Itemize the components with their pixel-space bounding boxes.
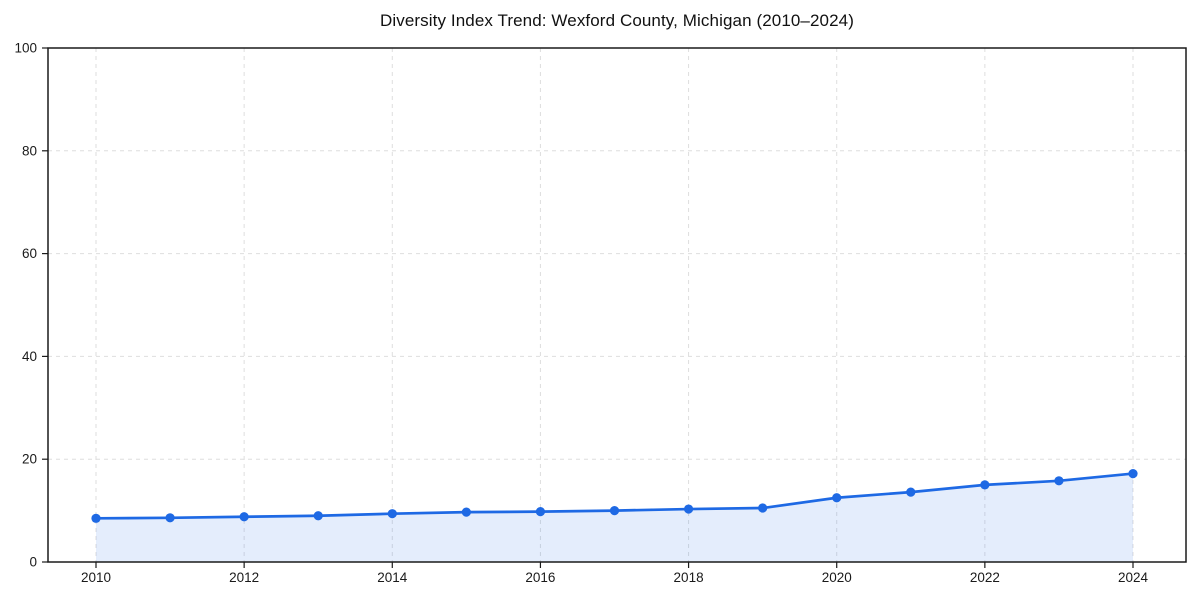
y-axis-tick-label: 0	[29, 555, 37, 570]
data-point	[91, 513, 101, 523]
x-axis-tick-label: 2022	[970, 570, 1000, 585]
data-point	[980, 480, 990, 490]
x-axis-tick-label: 2010	[81, 570, 111, 585]
data-point	[758, 503, 768, 513]
x-axis-tick-label: 2014	[377, 570, 408, 585]
data-point	[165, 513, 175, 523]
y-axis-tick-label: 40	[22, 349, 37, 364]
data-point	[239, 512, 249, 522]
y-axis-tick-label: 80	[22, 143, 37, 158]
data-point	[461, 507, 471, 517]
y-axis-tick-label: 60	[22, 246, 37, 261]
x-axis-tick-label: 2020	[822, 570, 852, 585]
data-point	[683, 504, 694, 514]
data-point	[535, 507, 546, 517]
plot-border	[47, 47, 1187, 563]
data-point	[609, 506, 620, 516]
data-point	[1054, 476, 1064, 486]
y-axis-tick-label: 20	[22, 452, 37, 467]
data-point	[906, 487, 916, 497]
x-axis-tick-label: 2018	[674, 570, 704, 585]
data-point	[313, 511, 323, 521]
x-axis-tick-label: 2012	[229, 570, 259, 585]
data-point	[1128, 468, 1138, 479]
data-point	[387, 509, 397, 519]
y-axis-tick-label: 100	[14, 41, 37, 56]
chart-title: Diversity Index Trend: Wexford County, M…	[380, 11, 854, 30]
x-axis-tick-label: 2024	[1118, 570, 1149, 585]
data-point	[832, 493, 842, 503]
x-axis-tick-label: 2016	[525, 570, 555, 585]
